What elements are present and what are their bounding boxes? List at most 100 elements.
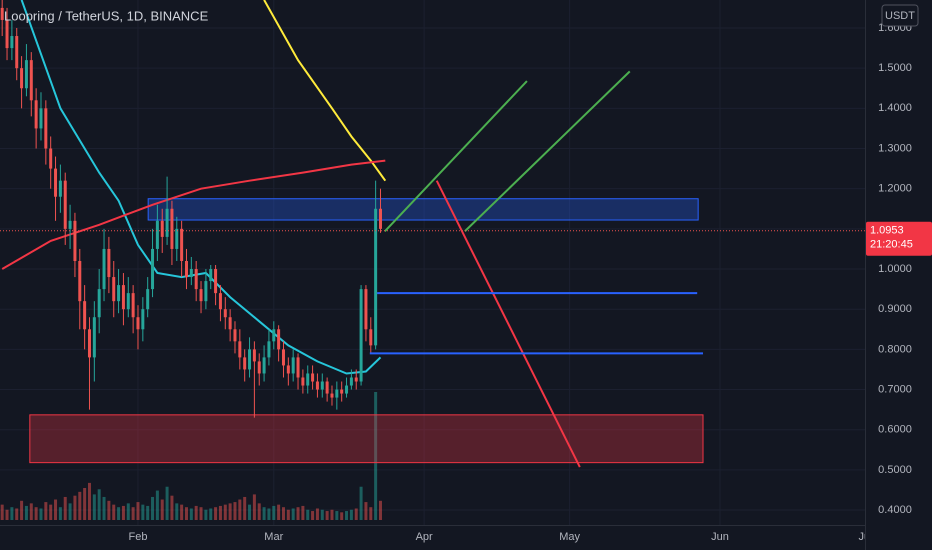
candle-body [257, 361, 261, 374]
volume-bar [121, 505, 125, 520]
volume-bar [281, 507, 285, 520]
candle-body [58, 180, 62, 197]
volume-bar [15, 508, 19, 520]
volume-bar [83, 488, 87, 520]
volume-bar [24, 505, 28, 520]
volume-bar [39, 508, 43, 520]
volume-bar [136, 502, 140, 520]
volume-bar [306, 509, 310, 520]
volume-bar [29, 503, 33, 520]
volume-bar [374, 392, 378, 520]
y-tick-label: 0.5000 [878, 464, 912, 476]
candle-body [369, 329, 373, 346]
volume-bar [160, 499, 164, 520]
y-tick-label: 1.3000 [878, 142, 912, 154]
trend-line [464, 70, 631, 232]
candle-body [78, 260, 82, 302]
y-tick-label: 1.4000 [878, 102, 912, 114]
candle-body [0, 7, 4, 20]
candle-body [315, 381, 319, 390]
currency-box[interactable] [881, 4, 919, 27]
volume-bar [354, 508, 358, 520]
candle-body [248, 349, 252, 370]
volume-bar [257, 503, 261, 520]
volume-bar [78, 491, 82, 520]
candle-body [155, 220, 159, 249]
candle-body [73, 220, 77, 261]
volume-bar [73, 495, 77, 520]
candle-body [291, 357, 295, 374]
candle-body [87, 329, 91, 358]
volume-bar [272, 505, 276, 520]
candle-body [83, 301, 87, 330]
chart-title: Loopring / TetherUS, 1D, BINANCE [4, 8, 209, 23]
volume-bar [335, 511, 339, 520]
last-price-box [866, 221, 932, 256]
volume-bar [170, 495, 174, 520]
volume-bar [340, 512, 344, 520]
candle-body [189, 269, 193, 278]
volume-bar [378, 500, 382, 520]
candle-body [5, 19, 9, 49]
candle-body [296, 357, 300, 378]
candle-body [102, 248, 106, 290]
candle-body [325, 381, 329, 394]
volume-bar [228, 503, 232, 520]
candle-body [97, 289, 101, 318]
candle-body [228, 317, 232, 330]
volume-bar [243, 496, 247, 520]
candle-body [160, 220, 164, 237]
candle-body [180, 228, 184, 261]
y-tick-label: 1.5000 [878, 62, 912, 74]
candle-body [107, 248, 111, 278]
candle-body [223, 309, 227, 318]
candle-body [54, 168, 58, 197]
candle-body [214, 269, 218, 294]
candle-body [170, 208, 174, 249]
candle-body [92, 317, 96, 358]
volume-bar [189, 508, 193, 520]
volume-bar [184, 507, 188, 520]
x-tick-label: Jul [858, 531, 872, 543]
x-tick-label: May [559, 531, 580, 543]
candle-body [24, 60, 28, 89]
candle-body [146, 289, 150, 310]
volume-bar [87, 482, 91, 520]
volume-bar [238, 499, 242, 520]
candle-body [39, 108, 43, 129]
candle-body [68, 220, 72, 229]
candle-body [175, 228, 179, 249]
candle-body [209, 269, 213, 282]
currency-label: USDT [885, 10, 915, 22]
trend-line [384, 80, 528, 232]
volume-bar [10, 507, 14, 520]
candle-body [272, 329, 276, 342]
last-price-label: 1.0953 [870, 225, 904, 237]
candle-body [374, 208, 378, 346]
y-tick-label: 1.0000 [878, 263, 912, 275]
volume-bar [0, 504, 4, 520]
candle-body [349, 377, 353, 386]
y-tick-label: 0.9000 [878, 303, 912, 315]
volume-bar [194, 505, 198, 520]
volume-bar [204, 509, 208, 520]
volume-bar [199, 507, 203, 520]
volume-bar [311, 511, 315, 520]
candle-body [151, 248, 155, 290]
candle-body [320, 381, 324, 390]
candle-body [335, 389, 339, 398]
volume-bar [63, 496, 67, 520]
plot-area [0, 0, 865, 520]
candle-body [267, 341, 271, 358]
candle-body [306, 373, 310, 386]
y-tick-label: 1.2000 [878, 183, 912, 195]
candle-body [238, 341, 242, 358]
candle-body [10, 36, 14, 49]
candle-body [29, 60, 33, 101]
x-tick-label: Mar [264, 531, 283, 543]
volume-bar [252, 494, 256, 520]
volume-bar [248, 504, 252, 520]
moving-average [1, 159, 386, 270]
volume-bar [364, 502, 368, 520]
